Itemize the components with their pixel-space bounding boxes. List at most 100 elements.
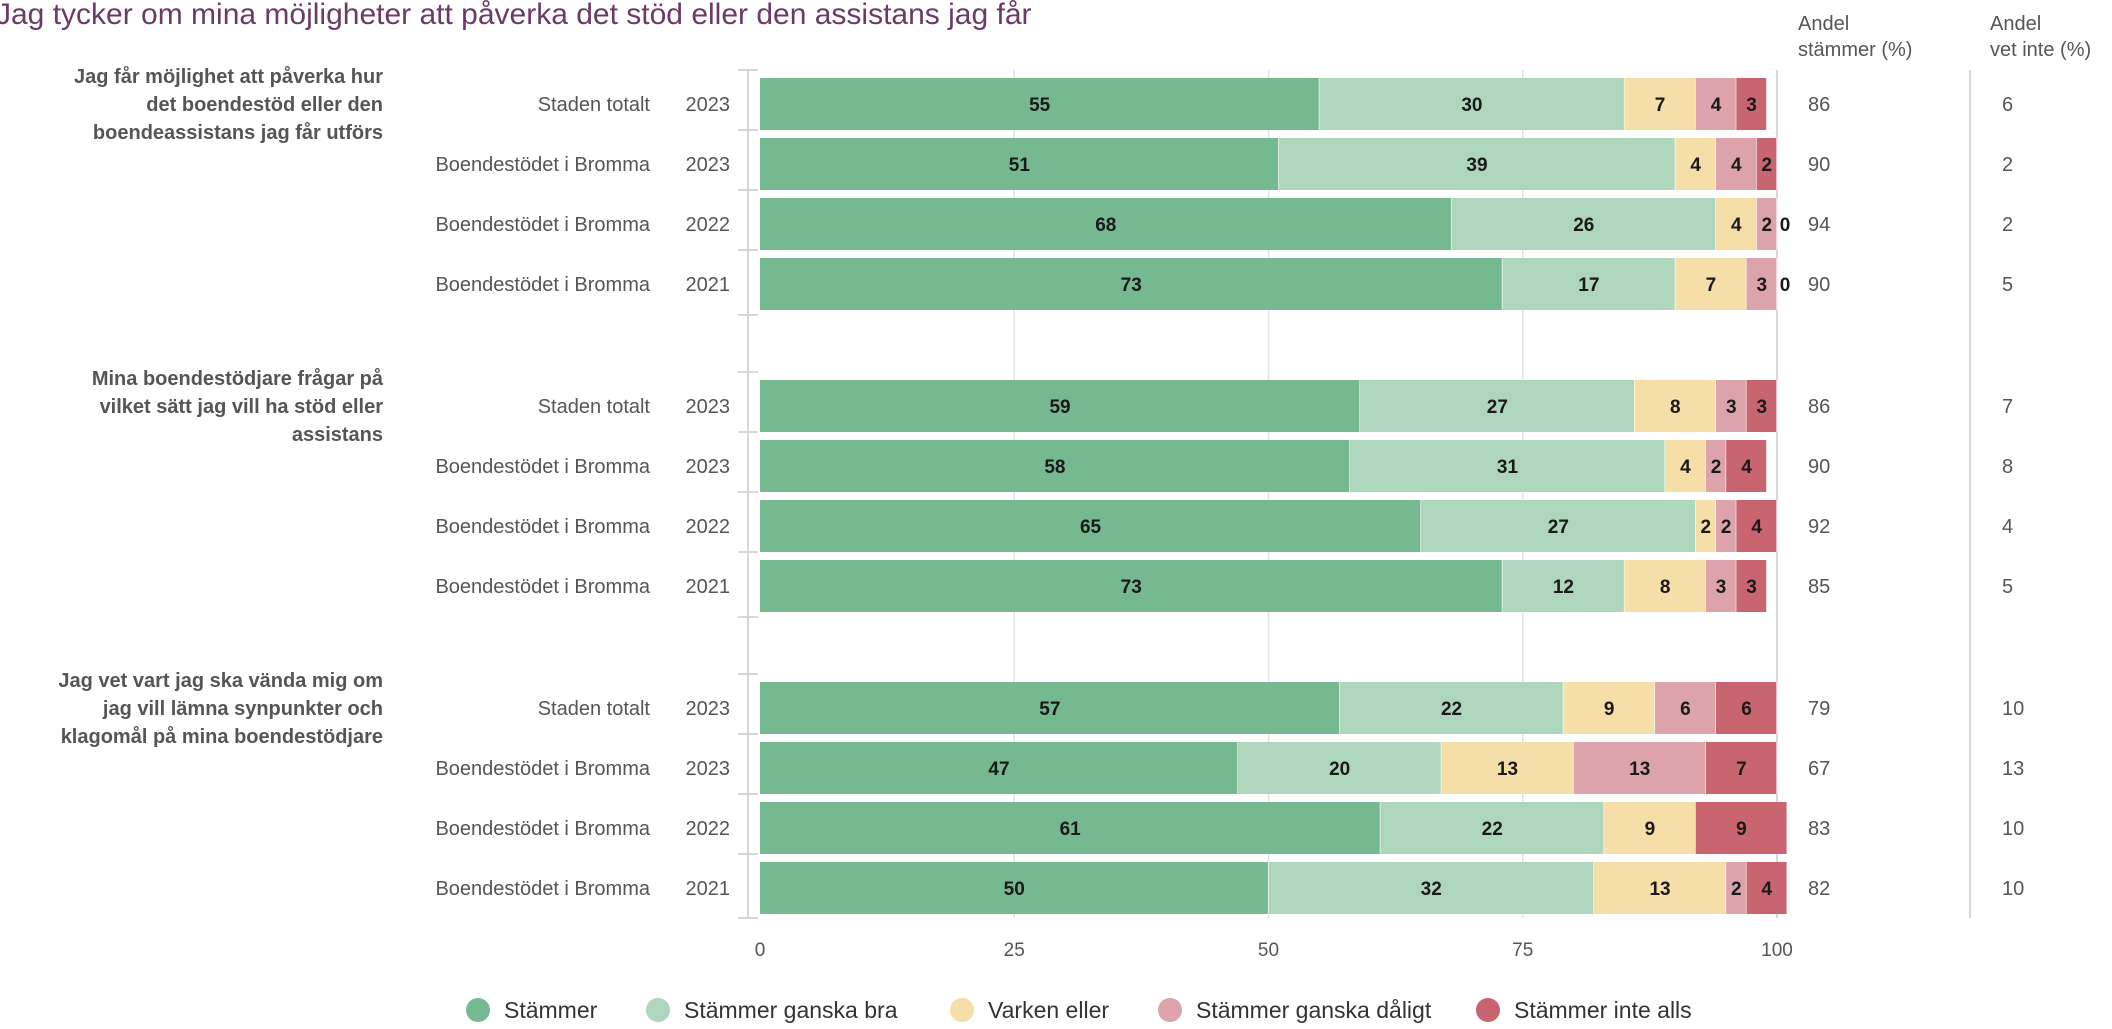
bar-segment-stämmer: [760, 742, 1238, 794]
data-label: 2: [1721, 517, 1732, 538]
bar-segment-stämmer-ganska-bra: [1421, 500, 1696, 552]
data-label: 17: [1578, 275, 1599, 296]
question-line: boendeassistans jag får utförs: [93, 121, 383, 144]
row-unit-label: Boendestödet i Bromma: [435, 274, 650, 296]
data-label: 2: [1731, 879, 1742, 900]
andel-vet-inte-value: 2: [2002, 154, 2013, 176]
data-label: 6: [1741, 699, 1752, 720]
header-andel-stammer: Andel stämmer (%): [1798, 13, 1912, 61]
bar-segment-varken-eller: [1715, 198, 1757, 250]
data-label: 4: [1690, 155, 1701, 176]
bar-segment-stämmer-inte-alls: [1746, 380, 1777, 432]
bar-segment-stämmer-ganska-bra: [1319, 78, 1625, 130]
question-label: Jag får möjlighet att påverka hur det boe…: [74, 65, 383, 144]
chart-title: Jag tycker om mina möjligheter att påver…: [0, 0, 1032, 31]
data-label: 13: [1629, 759, 1650, 780]
bar-segment-stämmer-inte-alls: [1705, 742, 1777, 794]
data-label: 3: [1746, 577, 1757, 598]
data-label: 73: [1121, 275, 1142, 296]
andel-vet-inte-value: 13: [2002, 758, 2024, 780]
bar-segment-stämmer-ganska-bra: [1268, 862, 1594, 914]
data-label: 13: [1497, 759, 1518, 780]
data-label: 22: [1482, 819, 1503, 840]
row-unit-label: Boendestödet i Bromma: [435, 878, 650, 900]
data-label: 59: [1049, 397, 1070, 418]
data-label: 51: [1009, 155, 1031, 176]
bar-segment-varken-eller: [1593, 862, 1727, 914]
row-unit-label: Boendestödet i Bromma: [435, 818, 650, 840]
question-line: jag vill lämna synpunkter och: [102, 698, 383, 720]
data-label: 4: [1731, 215, 1742, 236]
x-tick-label: 75: [1512, 940, 1533, 961]
andel-stammer-value: 94: [1808, 214, 1830, 236]
bar-segment-stämmer-inte-alls: [1756, 138, 1777, 190]
header-line: vet inte (%): [1990, 39, 2091, 61]
bar-segment-stämmer-ganska-bra: [1278, 138, 1676, 190]
question-label: Jag vet vart jag ska vända mig om jag vil…: [58, 670, 383, 748]
bar-segment-varken-eller: [1624, 560, 1706, 612]
data-label: 57: [1039, 699, 1060, 720]
legend-label: Stämmer inte alls: [1514, 997, 1692, 1023]
data-label: 73: [1121, 577, 1142, 598]
data-label: 8: [1670, 397, 1681, 418]
header-line: Andel: [1990, 13, 2041, 35]
bar-segment-stämmer-inte-alls: [1746, 862, 1788, 914]
legend-label: Varken eller: [988, 997, 1109, 1023]
legend-marker: [950, 998, 974, 1022]
bar-segment-stämmer: [760, 198, 1452, 250]
data-label: 3: [1756, 397, 1767, 418]
bar-segment-stämmer: [760, 802, 1381, 854]
data-label: 55: [1029, 95, 1051, 116]
header-andel-vet-inte: Andel vet inte (%): [1990, 13, 2091, 61]
x-tick-label: 50: [1258, 940, 1279, 961]
andel-stammer-value: 82: [1808, 878, 1830, 900]
x-tick-label: 100: [1761, 940, 1793, 961]
bar-segment-stämmer: [760, 258, 1503, 310]
bar-segment-stämmer: [760, 862, 1269, 914]
bar-segment-stämmer-ganska-dåligt: [1756, 198, 1777, 250]
data-label: 2: [1762, 215, 1773, 236]
row-unit-label: Boendestödet i Bromma: [435, 214, 650, 236]
row-unit-label: Boendestödet i Bromma: [435, 576, 650, 598]
andel-stammer-value: 67: [1808, 758, 1830, 780]
data-label: 58: [1044, 457, 1065, 478]
data-label: 32: [1421, 879, 1442, 900]
data-label: 2: [1711, 457, 1722, 478]
data-label: 3: [1746, 95, 1757, 116]
andel-vet-inte-value: 5: [2002, 576, 2013, 598]
legend-label: Stämmer: [504, 997, 598, 1023]
legend-marker: [646, 998, 670, 1022]
data-label: 3: [1726, 397, 1737, 418]
andel-vet-inte-value: 2: [2002, 214, 2013, 236]
row-year-label: 2023: [686, 154, 731, 176]
bar-segment-stämmer-ganska-bra: [1237, 742, 1442, 794]
data-label: 7: [1655, 95, 1666, 116]
andel-vet-inte-value: 10: [2002, 818, 2024, 840]
bar-segment-stämmer-ganska-dåligt: [1654, 682, 1716, 734]
andel-stammer-value: 90: [1808, 274, 1830, 296]
data-label: 9: [1604, 699, 1615, 720]
andel-stammer-value: 83: [1808, 818, 1830, 840]
row-unit-label: Boendestödet i Bromma: [435, 758, 650, 780]
data-label: 26: [1573, 215, 1594, 236]
row-year-label: 2021: [686, 274, 731, 296]
bar-segment-stämmer: [760, 380, 1361, 432]
data-label: 7: [1706, 275, 1717, 296]
data-label: 0: [1780, 275, 1791, 296]
row-year-label: 2023: [686, 698, 731, 720]
row-unit-label: Boendestödet i Bromma: [435, 516, 650, 538]
row-year-label: 2021: [686, 576, 731, 598]
data-label: 27: [1487, 397, 1508, 418]
legend-label: Stämmer ganska bra: [684, 997, 898, 1023]
bar-segment-stämmer: [760, 440, 1350, 492]
andel-vet-inte-value: 7: [2002, 396, 2013, 418]
row-year-label: 2023: [686, 758, 731, 780]
bar-segment-stämmer-inte-alls: [1726, 440, 1767, 492]
question-line: vilket sätt jag vill ha stöd eller: [100, 396, 384, 418]
data-label: 6: [1680, 699, 1691, 720]
andel-stammer-value: 92: [1808, 516, 1830, 538]
data-label: 2: [1762, 155, 1773, 176]
bar-segment-stämmer-ganska-dåligt: [1715, 138, 1757, 190]
data-label: 4: [1731, 155, 1742, 176]
